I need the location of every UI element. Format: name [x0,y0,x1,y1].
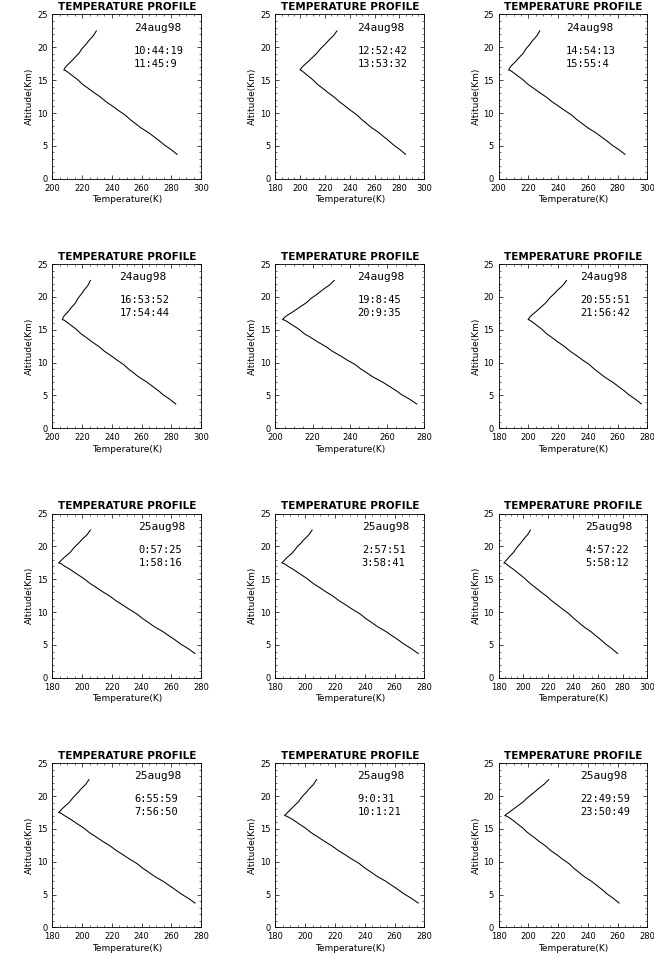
Text: 25aug98: 25aug98 [134,771,181,781]
Text: 20:55:51: 20:55:51 [581,296,630,305]
Y-axis label: Altitude(Km): Altitude(Km) [249,567,258,624]
Text: 24aug98: 24aug98 [581,272,628,282]
X-axis label: Temperature(K): Temperature(K) [92,944,162,953]
Y-axis label: Altitude(Km): Altitude(Km) [472,816,481,874]
Text: 24aug98: 24aug98 [357,22,405,33]
X-axis label: Temperature(K): Temperature(K) [315,695,385,703]
Text: 3:58:41: 3:58:41 [362,558,405,568]
Title: TEMPERATURE PROFILE: TEMPERATURE PROFILE [58,2,196,13]
Y-axis label: Altitude(Km): Altitude(Km) [26,68,34,126]
Text: 19:8:45: 19:8:45 [357,296,401,305]
Text: 25aug98: 25aug98 [139,522,186,531]
X-axis label: Temperature(K): Temperature(K) [538,195,608,205]
X-axis label: Temperature(K): Temperature(K) [315,195,385,205]
Title: TEMPERATURE PROFILE: TEMPERATURE PROFILE [504,501,642,511]
Text: 24aug98: 24aug98 [119,272,167,282]
Title: TEMPERATURE PROFILE: TEMPERATURE PROFILE [281,2,419,13]
Title: TEMPERATURE PROFILE: TEMPERATURE PROFILE [504,2,642,13]
Text: 7:56:50: 7:56:50 [134,808,178,817]
X-axis label: Temperature(K): Temperature(K) [92,695,162,703]
X-axis label: Temperature(K): Temperature(K) [538,445,608,454]
Y-axis label: Altitude(Km): Altitude(Km) [249,816,258,874]
Text: 13:53:32: 13:53:32 [357,59,407,69]
Text: 4:57:22: 4:57:22 [585,545,628,554]
Text: 20:9:35: 20:9:35 [357,308,401,319]
Title: TEMPERATURE PROFILE: TEMPERATURE PROFILE [58,252,196,262]
Text: 10:44:19: 10:44:19 [134,45,184,56]
Text: 25aug98: 25aug98 [581,771,628,781]
Title: TEMPERATURE PROFILE: TEMPERATURE PROFILE [58,751,196,761]
Text: 22:49:59: 22:49:59 [581,794,630,805]
Text: 17:54:44: 17:54:44 [119,308,169,319]
Text: 0:57:25: 0:57:25 [139,545,182,554]
X-axis label: Temperature(K): Temperature(K) [92,195,162,205]
Text: 14:54:13: 14:54:13 [566,45,615,56]
Text: 2:57:51: 2:57:51 [362,545,405,554]
Y-axis label: Altitude(Km): Altitude(Km) [249,68,258,126]
Title: TEMPERATURE PROFILE: TEMPERATURE PROFILE [281,252,419,262]
X-axis label: Temperature(K): Temperature(K) [92,445,162,454]
Y-axis label: Altitude(Km): Altitude(Km) [26,318,34,375]
Text: 24aug98: 24aug98 [134,22,181,33]
Y-axis label: Altitude(Km): Altitude(Km) [26,567,34,624]
Text: 16:53:52: 16:53:52 [119,296,169,305]
Title: TEMPERATURE PROFILE: TEMPERATURE PROFILE [504,751,642,761]
Y-axis label: Altitude(Km): Altitude(Km) [472,68,481,126]
Y-axis label: Altitude(Km): Altitude(Km) [26,816,34,874]
Y-axis label: Altitude(Km): Altitude(Km) [472,567,481,624]
X-axis label: Temperature(K): Temperature(K) [315,944,385,953]
Text: 10:1:21: 10:1:21 [357,808,401,817]
X-axis label: Temperature(K): Temperature(K) [315,445,385,454]
Y-axis label: Altitude(Km): Altitude(Km) [249,318,258,375]
Text: 5:58:12: 5:58:12 [585,558,628,568]
Text: 11:45:9: 11:45:9 [134,59,178,69]
Title: TEMPERATURE PROFILE: TEMPERATURE PROFILE [281,751,419,761]
X-axis label: Temperature(K): Temperature(K) [538,695,608,703]
Text: 25aug98: 25aug98 [585,522,632,531]
Y-axis label: Altitude(Km): Altitude(Km) [472,318,481,375]
Text: 1:58:16: 1:58:16 [139,558,182,568]
Text: 21:56:42: 21:56:42 [581,308,630,319]
Text: 15:55:4: 15:55:4 [566,59,610,69]
Text: 24aug98: 24aug98 [357,272,405,282]
Title: TEMPERATURE PROFILE: TEMPERATURE PROFILE [504,252,642,262]
Text: 24aug98: 24aug98 [566,22,613,33]
Title: TEMPERATURE PROFILE: TEMPERATURE PROFILE [58,501,196,511]
X-axis label: Temperature(K): Temperature(K) [538,944,608,953]
Text: 6:55:59: 6:55:59 [134,794,178,805]
Text: 12:52:42: 12:52:42 [357,45,407,56]
Text: 25aug98: 25aug98 [362,522,409,531]
Text: 9:0:31: 9:0:31 [357,794,395,805]
Title: TEMPERATURE PROFILE: TEMPERATURE PROFILE [281,501,419,511]
Text: 25aug98: 25aug98 [357,771,405,781]
Text: 23:50:49: 23:50:49 [581,808,630,817]
